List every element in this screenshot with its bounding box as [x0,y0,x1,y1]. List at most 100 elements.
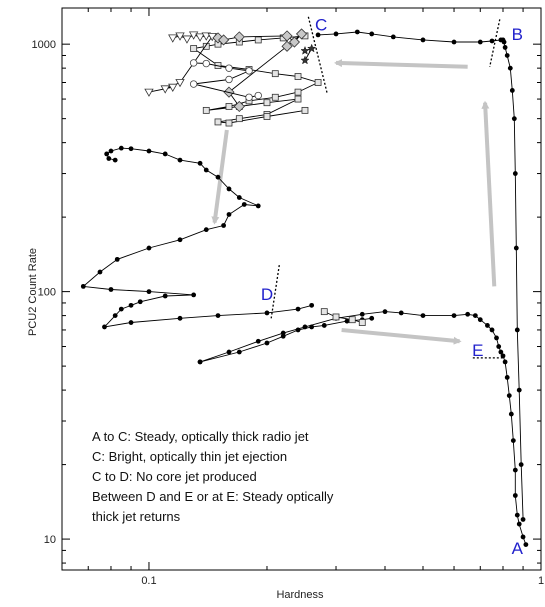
data-point [369,315,375,321]
data-point [118,306,124,312]
series-line [82,147,312,328]
data-point [332,313,340,321]
data-point [177,157,183,163]
data-point [114,256,120,262]
state-label: C [315,16,327,35]
data-point [502,359,508,365]
jet-line [307,16,328,94]
evolution-arrow [211,129,229,225]
data-point [202,59,210,68]
data-point [128,302,134,308]
data-point [245,67,253,75]
data-point [214,118,222,126]
data-point [202,106,210,114]
data-point [271,70,279,78]
annotation-line: C: Bright, optically thin jet ejection [92,449,287,464]
data-point [320,308,328,316]
data-point [102,324,107,330]
data-point [241,202,247,207]
data-point [420,37,426,43]
state-label: E [472,341,483,360]
data-point [512,493,518,498]
data-point [189,80,198,88]
data-point [175,79,185,88]
data-point [112,313,118,319]
state-label: B [512,25,523,44]
data-point [333,31,339,37]
data-point [226,186,232,192]
data-point [309,302,315,308]
annotation-line: C to D: No core jet produced [92,469,257,484]
data-point [118,145,124,151]
data-point [354,29,360,35]
data-point [225,64,233,72]
y-axis-label: PCU2 Count Rate [27,248,39,336]
data-point [472,313,478,319]
data-point [489,327,495,333]
data-point [202,42,210,50]
data-point [137,299,143,305]
series-line [193,62,259,98]
data-point [516,521,522,527]
data-point [390,34,396,40]
data-point [203,227,209,233]
data-point [245,93,253,101]
series-group [315,29,526,522]
state-label: A [512,539,524,558]
series-group [190,32,322,127]
data-point [516,387,522,393]
data-point [500,353,506,359]
data-point [307,43,317,53]
data-point [509,88,515,93]
data-point [203,167,209,173]
data-point [520,534,526,540]
data-point [281,40,293,52]
data-point [504,375,510,380]
data-point [280,333,286,339]
data-point [514,512,520,518]
data-point [160,85,170,94]
data-point [168,34,178,43]
x-tick-label: 0.1 [141,575,156,587]
series-group [300,43,317,65]
data-point [359,311,365,317]
data-point [236,349,242,355]
data-point [177,237,183,243]
data-point [112,157,118,163]
data-point [146,245,152,251]
data-point [477,317,483,323]
data-point [511,116,517,122]
data-point [512,467,518,473]
data-point [398,310,404,316]
data-point [144,88,154,97]
data-point [315,32,321,38]
series-group [80,145,315,330]
data-point [97,269,103,275]
data-point [108,287,114,292]
data-point [294,73,302,80]
data-point [498,349,504,355]
data-point [508,411,514,417]
data-point [485,323,490,328]
data-series [80,28,529,547]
x-axis-ticks: 0.1 1 [61,8,544,587]
data-point [195,33,205,42]
data-point [507,65,513,71]
data-point [295,306,301,312]
data-point [235,115,243,123]
series-group [144,31,217,97]
data-point [263,113,271,120]
data-point [254,36,262,44]
data-point [309,324,315,330]
data-point [518,462,524,467]
data-point [314,79,322,86]
data-point [80,283,86,289]
annotation-line: Between D and E or at E: Steady opticall… [92,489,334,504]
data-point [254,91,262,100]
annotation-line: A to C: Steady, optically thick radio je… [92,429,309,444]
data-point [420,313,426,319]
data-point [128,320,134,325]
evolution-arrows [211,59,497,345]
data-point [294,95,302,103]
y-tick-label: 1000 [32,39,56,51]
